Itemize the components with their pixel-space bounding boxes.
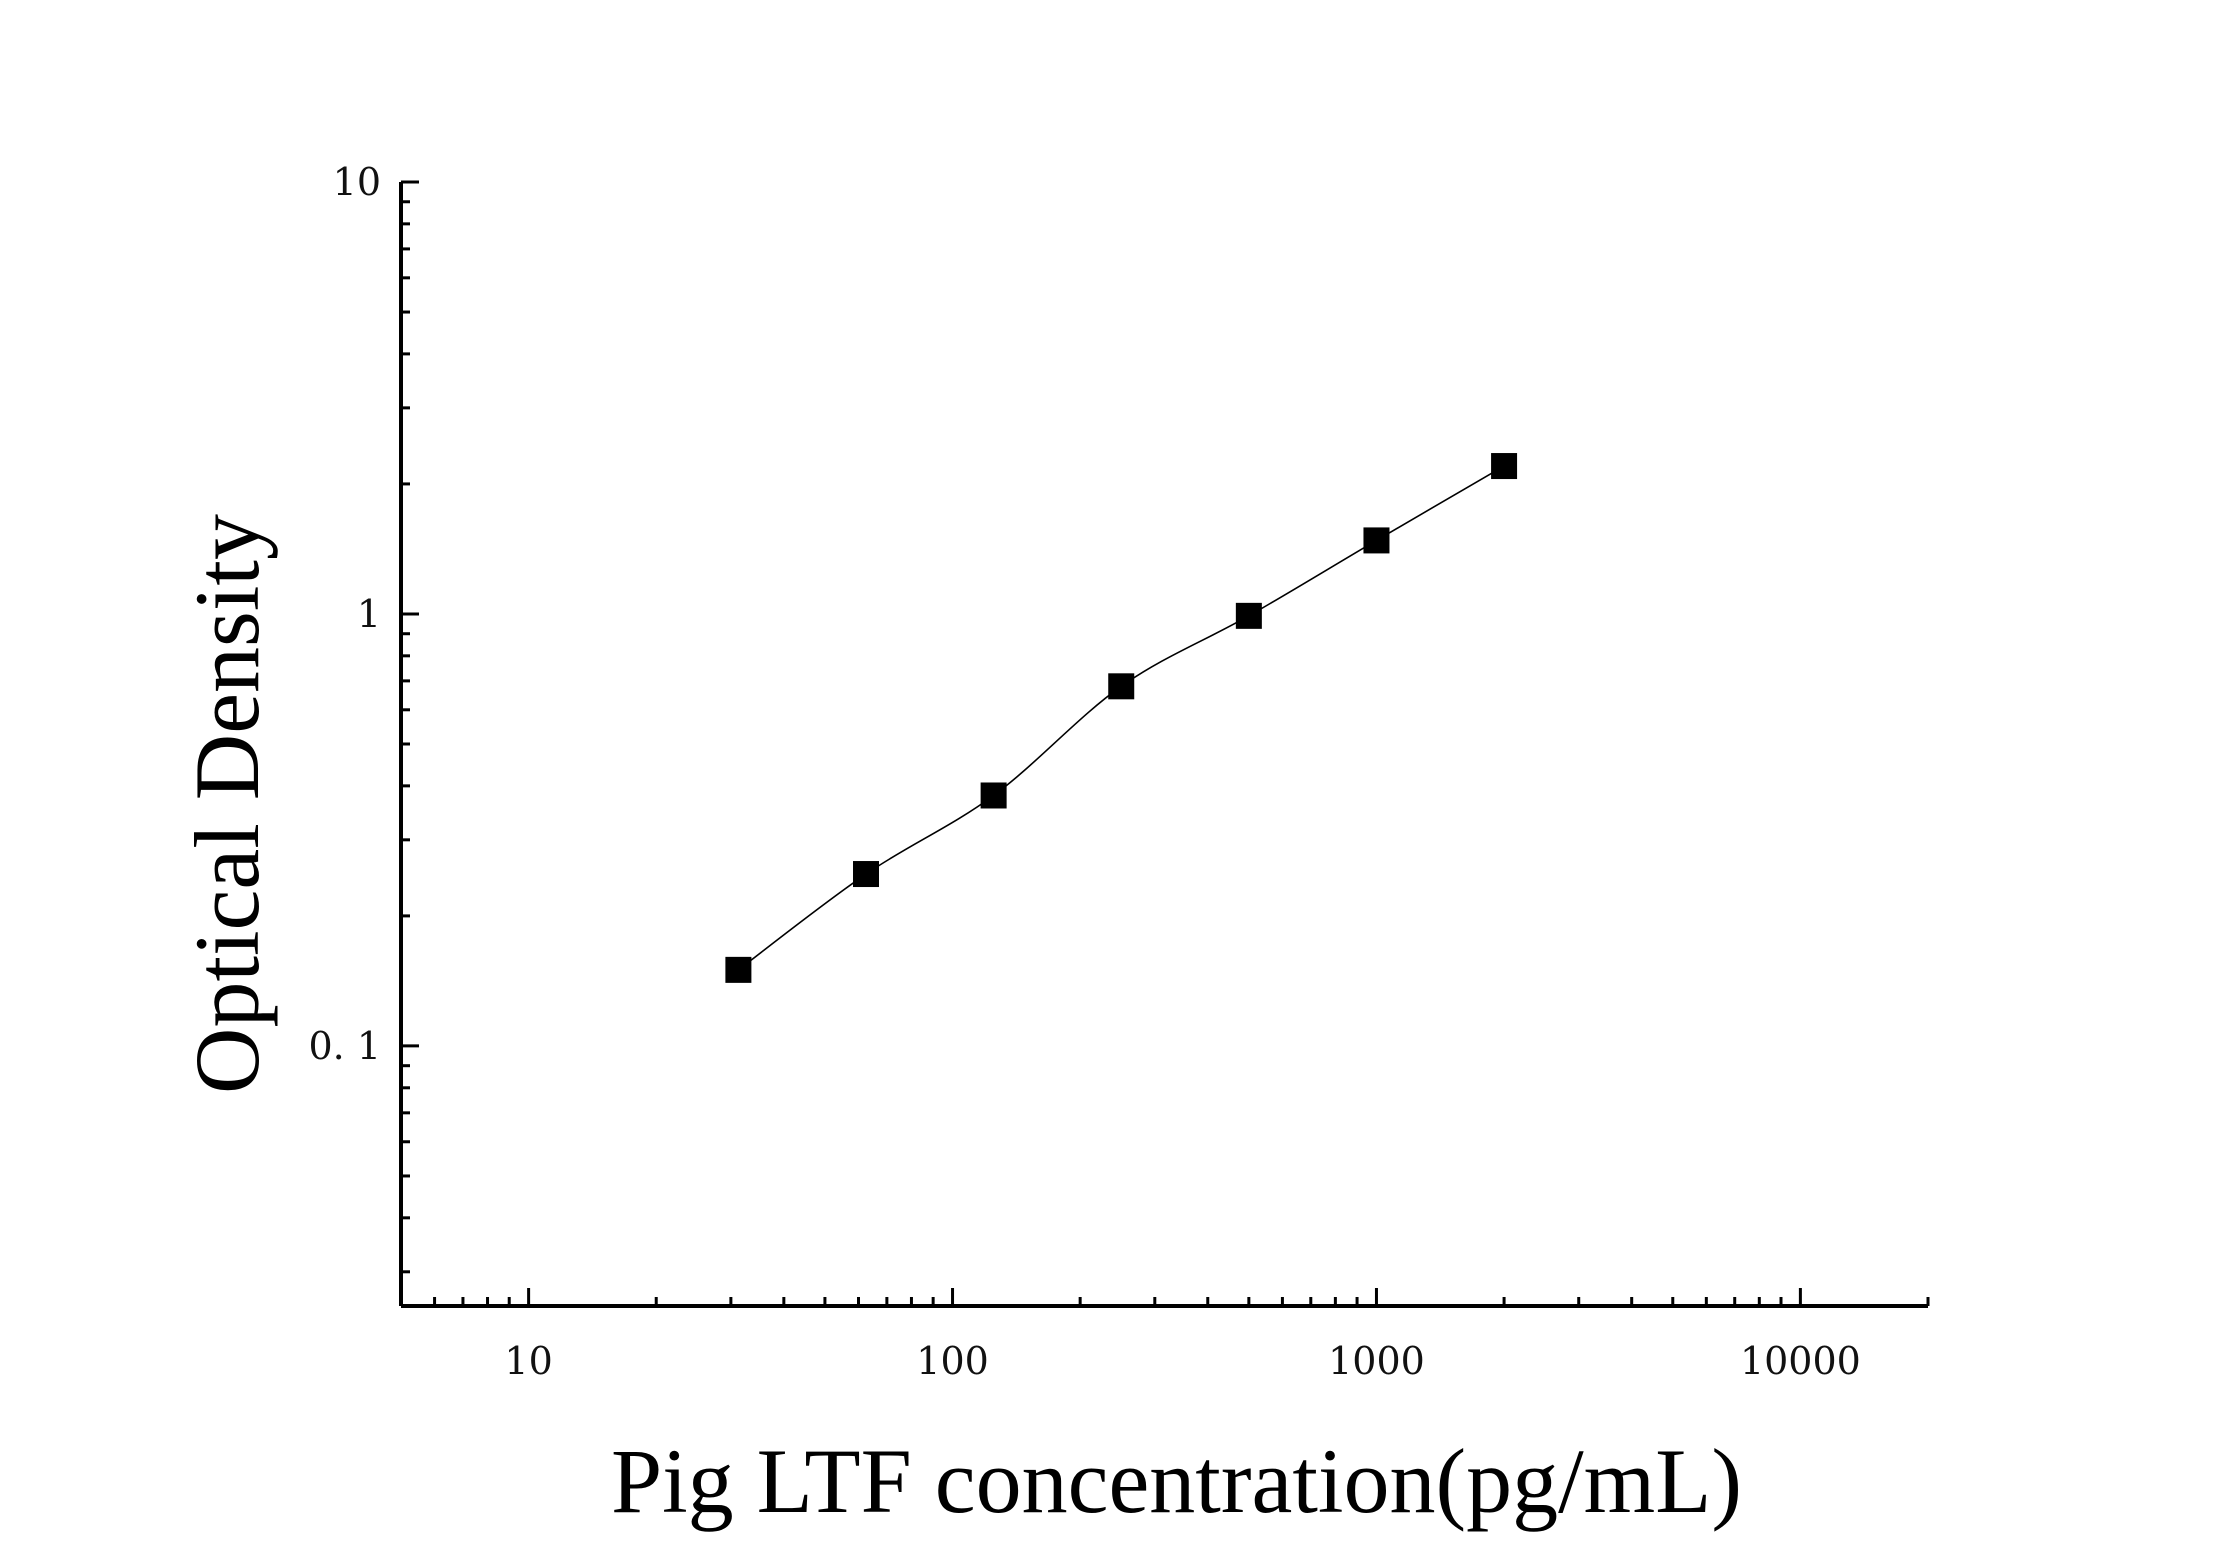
y-tick-label: 10 xyxy=(333,160,381,204)
major-ticks xyxy=(401,180,1802,1306)
x-tick-label: 1000 xyxy=(1328,1339,1425,1383)
data-point xyxy=(1108,673,1135,700)
data-points xyxy=(725,453,1518,983)
minor-ticks xyxy=(399,200,1930,1306)
data-point xyxy=(1491,453,1518,480)
y-tick-label: 0. 1 xyxy=(308,1024,381,1068)
x-tick-label: 10000 xyxy=(1740,1339,1861,1383)
data-point xyxy=(853,861,880,888)
y-axis-title: Optical Density xyxy=(176,514,278,1094)
data-point xyxy=(1235,602,1262,629)
x-axis-title: Pig LTF concentration(pg/mL) xyxy=(611,1430,1742,1532)
y-tick-label: 1 xyxy=(357,592,381,636)
data-point xyxy=(725,956,752,983)
tick-labels: 10 100 1000 10000 0. 1 1 10 xyxy=(308,160,1860,1383)
data-point xyxy=(1363,527,1390,554)
x-tick-label: 10 xyxy=(504,1339,552,1383)
data-point xyxy=(980,782,1007,809)
x-tick-label: 100 xyxy=(916,1339,989,1383)
